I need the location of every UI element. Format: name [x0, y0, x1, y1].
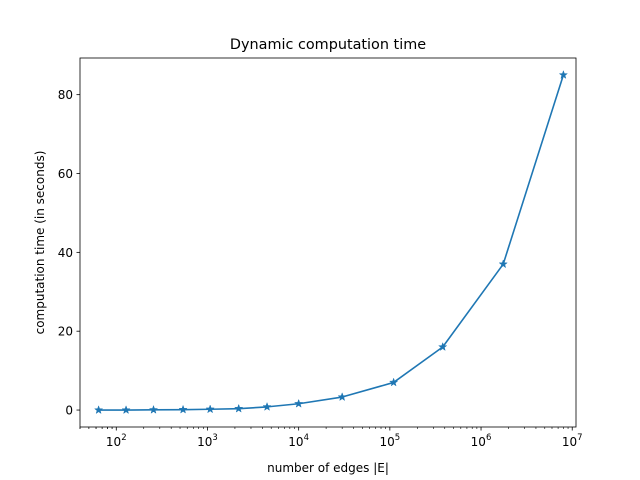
series-layer	[93, 69, 569, 415]
y-tick-label: 80	[58, 88, 73, 102]
x-tick-label: 104	[288, 433, 309, 449]
data-point	[388, 377, 399, 387]
data-point	[438, 342, 448, 351]
y-tick-label: 20	[58, 325, 73, 339]
data-point	[498, 259, 508, 269]
data-point	[558, 69, 569, 79]
x-axis-label: number of edges |E|	[267, 461, 389, 475]
x-tick-label-base: 10	[471, 435, 486, 449]
y-tick-label: 0	[65, 404, 73, 418]
data-point	[262, 401, 272, 411]
x-tick-label: 107	[562, 433, 583, 449]
x-tick-label-base: 10	[288, 435, 303, 449]
y-tick-label: 60	[58, 167, 73, 181]
x-tick-label-base: 10	[197, 435, 212, 449]
x-tick-label-exponent: 4	[304, 433, 309, 443]
x-tick-label-base: 10	[106, 435, 121, 449]
data-point	[205, 404, 215, 414]
x-tick-label-exponent: 3	[212, 433, 217, 443]
data-point	[337, 392, 347, 402]
data-point	[233, 403, 244, 413]
x-tick-label-base: 10	[562, 435, 577, 449]
data-point	[178, 404, 188, 414]
x-axis-ticks: 102 103 104 105 106 107	[79, 427, 583, 449]
data-point	[93, 405, 104, 415]
x-tick-label-exponent: 6	[486, 433, 491, 443]
data-point	[121, 405, 131, 415]
axes-frame	[79, 57, 577, 428]
x-tick-label: 102	[106, 433, 127, 449]
x-tick-label: 106	[471, 433, 492, 449]
plot-area	[79, 57, 577, 428]
chart-title: Dynamic computation time	[230, 37, 426, 53]
x-tick-label-exponent: 5	[395, 433, 400, 443]
x-tick-label-base: 10	[379, 435, 394, 449]
y-axis-label: computation time (in seconds)	[33, 151, 47, 335]
x-tick-label-exponent: 2	[121, 433, 126, 443]
y-tick-label: 40	[58, 246, 73, 260]
data-point	[148, 404, 159, 414]
x-tick-label: 103	[197, 433, 218, 449]
y-axis-ticks: 0 20 40 60 80	[58, 88, 80, 418]
data-point	[293, 398, 304, 408]
x-tick-label: 105	[379, 433, 400, 449]
x-tick-label-exponent: 7	[577, 433, 582, 443]
